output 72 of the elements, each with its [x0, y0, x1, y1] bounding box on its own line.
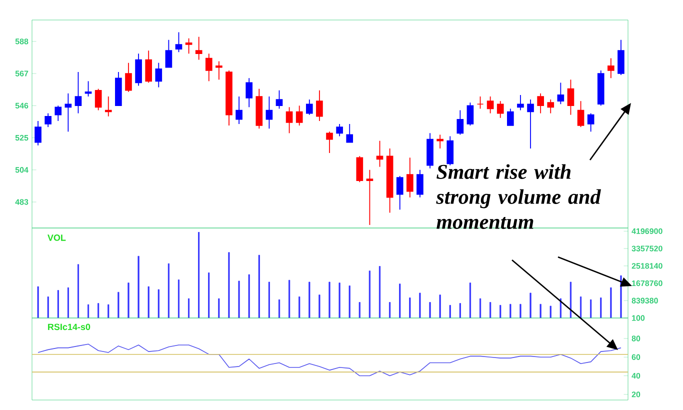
y-tick-label: 3357520	[632, 246, 662, 252]
candlestick	[266, 96, 273, 130]
candlestick	[94, 88, 102, 111]
y-tick-label: 546	[15, 102, 28, 108]
y-tick-label: 60	[632, 354, 640, 360]
candlestick	[236, 96, 242, 124]
candlestick	[296, 105, 303, 126]
y-tick-label: 483	[15, 199, 28, 205]
candlestick	[316, 90, 323, 122]
candlestick	[517, 94, 524, 111]
candlestick	[195, 36, 202, 60]
text: VOL	[48, 234, 66, 241]
candlestick	[44, 112, 52, 128]
y-tick-label: 4196900	[632, 228, 662, 234]
y-tick-label: 2518140	[632, 263, 662, 269]
y-tick-label: 1678760	[632, 280, 662, 286]
candlestick	[54, 105, 62, 122]
candlestick	[175, 32, 182, 53]
candlestick	[486, 96, 494, 114]
candlestick	[466, 102, 474, 126]
y-tick-label: 588	[15, 38, 28, 44]
candlestick	[276, 90, 283, 110]
candlestick	[145, 50, 152, 84]
candlestick	[125, 62, 132, 92]
candlestick	[306, 99, 313, 116]
candlestick	[577, 100, 584, 128]
candlestick	[74, 72, 82, 114]
y-tick-label: 839380	[632, 298, 658, 304]
candlestick	[567, 79, 574, 116]
y-tick-label: 100	[632, 315, 645, 321]
y-tick-label: 525	[15, 134, 28, 141]
candlestick	[165, 39, 172, 68]
candlestick	[104, 96, 112, 117]
candlestick	[608, 58, 614, 79]
candlestick	[135, 53, 142, 86]
candlestick	[537, 92, 544, 114]
candlestick	[286, 106, 293, 134]
candlestick	[436, 134, 444, 149]
candlestick	[356, 156, 364, 183]
candlestick	[326, 131, 333, 154]
candlestick	[527, 99, 534, 149]
y-tick-label: 40	[632, 372, 640, 379]
candlestick	[557, 82, 564, 105]
candlestick	[507, 108, 514, 126]
candlestick	[34, 120, 42, 146]
candlestick	[456, 110, 464, 136]
candlestick	[185, 38, 192, 54]
y-tick-label: 80	[632, 336, 640, 342]
candlestick	[496, 100, 504, 118]
candlestick	[216, 60, 222, 80]
y-tick-label: 20	[632, 392, 640, 398]
candlestick	[84, 80, 92, 97]
candlestick	[476, 96, 484, 110]
candlestick	[446, 136, 454, 166]
candlestick	[346, 124, 354, 143]
candlestick	[406, 157, 414, 198]
candlestick	[618, 39, 624, 76]
y-tick-label: 567	[15, 70, 28, 76]
candlestick	[366, 169, 374, 226]
candlestick	[246, 78, 253, 108]
annotation: Smart rise with strong volume and momentum	[436, 164, 601, 230]
candlestick	[416, 169, 424, 198]
candlestick	[64, 92, 72, 132]
candlestick	[547, 99, 554, 114]
candlestick	[376, 140, 384, 168]
y-tick-label: 504	[15, 167, 28, 173]
candlestick	[155, 62, 162, 88]
candlestick	[336, 124, 343, 137]
candlestick	[205, 53, 212, 82]
candlestick	[396, 176, 404, 210]
chart-title: RSIc14-s0	[48, 324, 90, 330]
candlestick	[587, 112, 594, 132]
